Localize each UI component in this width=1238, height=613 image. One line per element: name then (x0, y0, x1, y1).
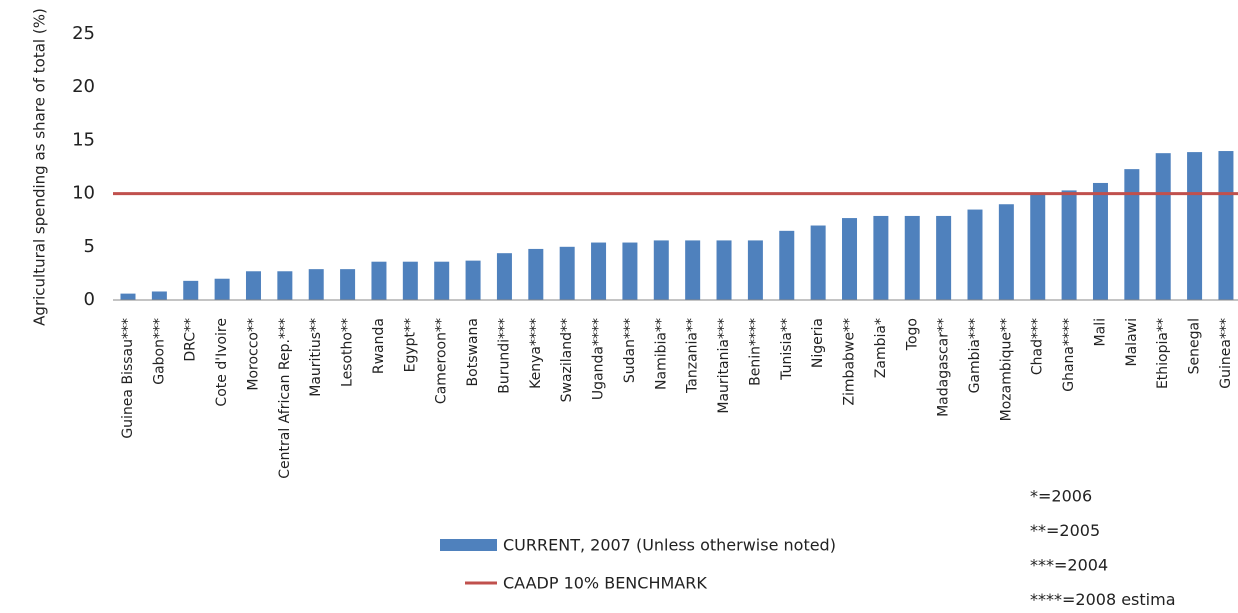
x-tick-label: Sudan*** (622, 318, 638, 383)
bar (747, 240, 763, 300)
bar (371, 261, 387, 300)
x-tick-label: Swaziland** (559, 318, 575, 402)
x-tick-label: Zimbabwe** (842, 318, 858, 406)
x-tick-label: Zambia* (873, 318, 889, 378)
y-tick-label: 10 (72, 183, 95, 204)
bar (936, 215, 952, 300)
footnote: **=2005 (1030, 521, 1100, 540)
y-tick-label: 15 (72, 129, 95, 150)
bar (402, 261, 418, 300)
x-tick-label: Guinea Bissau*** (120, 318, 136, 439)
bar (465, 260, 481, 300)
bar (1218, 151, 1234, 300)
bar (873, 215, 889, 300)
bar (1030, 194, 1046, 300)
x-tick-label: Lesotho** (340, 318, 356, 387)
x-tick-label: Kenya**** (528, 318, 544, 389)
x-tick-label: Nigeria (810, 318, 826, 368)
bar (1124, 169, 1140, 300)
bar (1187, 152, 1203, 300)
x-tick-label: Malawi (1124, 318, 1140, 366)
bar (1092, 182, 1108, 300)
x-tick-label: Gabon*** (151, 318, 167, 385)
x-tick-label: Morocco** (245, 318, 261, 391)
y-tick-label: 25 (72, 23, 95, 44)
x-tick-label: Central African Rep.*** (277, 318, 293, 479)
bar (998, 204, 1014, 300)
bar (277, 271, 293, 300)
bar (685, 240, 701, 300)
bar (528, 248, 544, 300)
x-tick-label: Mali (1092, 318, 1108, 346)
x-tick-label: Mauritania*** (716, 318, 732, 414)
x-tick-label: Senegal (1187, 318, 1203, 374)
bar (120, 293, 136, 300)
y-tick-label: 5 (84, 236, 95, 257)
x-tick-label: Tunisia** (779, 318, 795, 381)
x-tick-label: Tanzania** (685, 318, 701, 394)
bar (245, 271, 261, 300)
bar (308, 269, 324, 300)
bar (622, 242, 638, 300)
footnote: *=2006 (1030, 487, 1092, 506)
bar (1155, 153, 1171, 300)
bar (653, 240, 669, 300)
legend-label: CURRENT, 2007 (Unless otherwise noted) (503, 536, 836, 555)
x-tick-label: Ethiopia** (1155, 318, 1171, 389)
x-tick-label: Cote d'Ivoire (214, 318, 230, 407)
y-axis-label: Agricultural spending as share of total … (31, 8, 49, 326)
bar (716, 240, 732, 300)
x-tick-label: Gambia*** (967, 318, 983, 393)
x-tick-label: Benin**** (747, 318, 763, 386)
bar (559, 246, 575, 300)
bar (183, 280, 199, 300)
x-tick-label: Guinea*** (1218, 318, 1234, 389)
bar (591, 242, 607, 300)
bar (434, 261, 450, 300)
x-tick-label: Chad*** (1030, 318, 1046, 375)
x-tick-label: DRC** (183, 318, 199, 362)
bar (496, 253, 512, 300)
x-tick-label: Namibia** (653, 318, 669, 390)
footnote: ****=2008 estima (1030, 590, 1176, 609)
x-tick-label: Burundi*** (496, 318, 512, 394)
bar (842, 218, 858, 300)
bar (967, 209, 983, 300)
bar (904, 215, 920, 300)
legend-label: CAADP 10% BENCHMARK (503, 574, 707, 593)
x-tick-label: Togo (904, 318, 920, 351)
bar (151, 291, 167, 300)
bar (1061, 190, 1077, 300)
bar (810, 225, 826, 300)
x-tick-label: Mozambique** (998, 318, 1014, 421)
x-tick-label: Ghana**** (1061, 318, 1077, 392)
x-tick-label: Uganda**** (591, 318, 607, 400)
footnote: ***=2004 (1030, 556, 1108, 575)
y-tick-label: 0 (84, 289, 95, 310)
x-tick-label: Egypt** (402, 318, 418, 372)
bar (214, 278, 230, 300)
x-tick-label: Rwanda (371, 318, 387, 374)
x-tick-label: Botswana (465, 318, 481, 386)
x-tick-label: Cameroon** (434, 318, 450, 404)
x-tick-label: Madagascar** (936, 318, 952, 417)
bar (340, 269, 356, 300)
x-tick-label: Mauritius** (308, 318, 324, 397)
legend-swatch (440, 539, 497, 551)
bar (779, 230, 795, 300)
y-tick-label: 20 (72, 76, 95, 97)
